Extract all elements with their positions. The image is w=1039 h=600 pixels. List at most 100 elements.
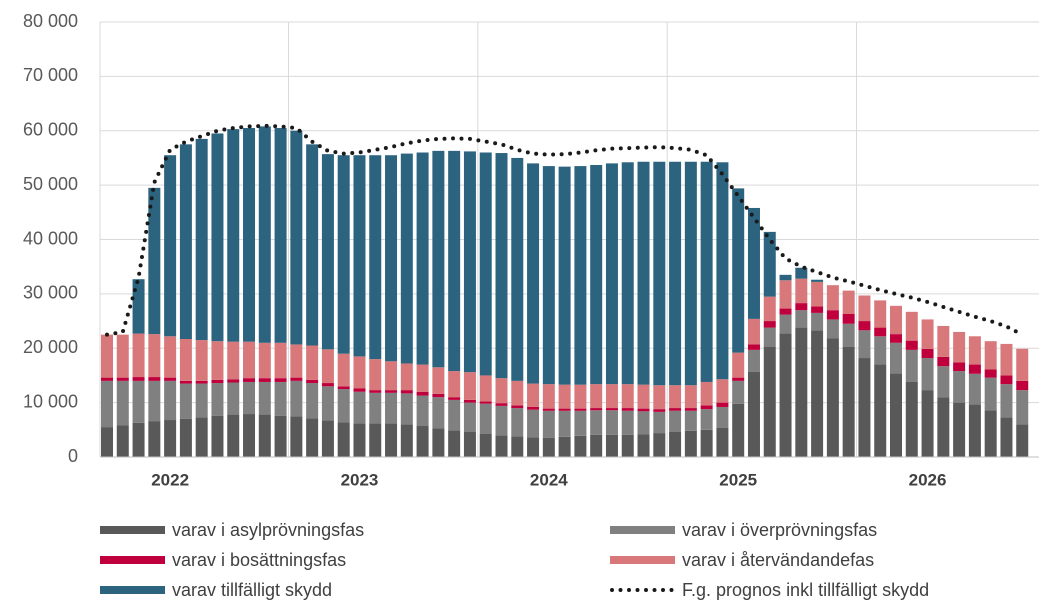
bar-segment <box>132 279 145 334</box>
bar-segment <box>101 334 113 378</box>
bar-segment <box>921 390 934 457</box>
bar-segment <box>842 323 855 347</box>
bar-segment <box>400 363 413 391</box>
bar-segment <box>716 406 729 428</box>
bar-segment <box>637 408 650 412</box>
bar-segment <box>763 346 776 457</box>
bar-segment <box>132 333 145 378</box>
bar-segment <box>574 408 587 411</box>
bar-segment <box>590 408 603 411</box>
bar-segment <box>811 281 824 307</box>
bar-segment <box>874 336 887 365</box>
bar-segment <box>716 379 729 403</box>
bar-segment <box>164 155 177 337</box>
bar-segment <box>148 380 161 422</box>
bar-segment <box>590 384 603 409</box>
bar-segment <box>306 418 319 457</box>
bar-segment <box>321 420 334 457</box>
bar-segment <box>984 410 997 457</box>
bar-segment <box>321 154 334 350</box>
bar-segment <box>195 383 208 418</box>
bar-segment <box>874 327 887 337</box>
bar-segment <box>953 362 966 372</box>
bar-segment <box>747 207 760 319</box>
bar-segment <box>732 188 745 353</box>
bar-segment <box>542 166 555 385</box>
bar-segment <box>937 356 950 367</box>
bar-segment <box>243 378 256 382</box>
bar-segment <box>905 349 918 382</box>
forecast-line <box>105 123 1025 337</box>
bar-segment <box>669 410 682 432</box>
bar-segment <box>243 414 256 457</box>
bar-segment <box>495 378 508 404</box>
bar-segment <box>968 336 981 365</box>
bar-segment <box>905 381 918 457</box>
bar-segment <box>858 330 871 359</box>
bar-segment <box>337 422 350 457</box>
bar-segment <box>227 382 240 415</box>
bar-segment <box>116 380 129 426</box>
y-tick-label: 60 000 <box>23 120 78 140</box>
bar-segment <box>479 403 492 434</box>
bar-segment <box>432 428 445 457</box>
bar-segment <box>400 424 413 457</box>
bar-segment <box>590 410 603 435</box>
bar-segment <box>511 380 524 406</box>
bar-segment <box>463 399 476 403</box>
bar-segment <box>590 434 603 457</box>
bar-segment <box>621 434 634 457</box>
bar-segment <box>495 403 508 406</box>
bar-segment <box>243 341 256 379</box>
bar-segment <box>542 437 555 457</box>
y-tick-label: 70 000 <box>23 65 78 85</box>
bar-segment <box>353 388 366 392</box>
bar-segment <box>195 138 208 341</box>
bar-segment <box>637 411 650 435</box>
bar-segment <box>116 425 129 457</box>
bar-segment <box>164 377 177 381</box>
bar-segment <box>968 373 981 405</box>
bar-segment <box>953 371 966 403</box>
bar-segment <box>747 371 760 457</box>
bar-segment <box>148 421 161 457</box>
bar-segment <box>1000 375 1013 385</box>
legend-label: varav i bosättningsfas <box>172 550 346 570</box>
bar-segment <box>495 435 508 457</box>
bar-segment <box>132 380 145 423</box>
bar-segment <box>101 377 113 381</box>
bar-segment <box>621 410 634 435</box>
bar-segment <box>921 358 934 391</box>
bar-segment <box>148 334 161 378</box>
bar-segment <box>669 431 682 457</box>
bar-segment <box>590 165 603 385</box>
y-tick-label: 0 <box>68 446 78 466</box>
bar-segment <box>448 399 461 431</box>
bar-segment <box>432 150 445 368</box>
bar-segment <box>842 290 855 314</box>
bar-segment <box>716 402 729 407</box>
bar-segment <box>132 422 145 457</box>
bar-segment <box>306 345 319 380</box>
bar-segment <box>369 359 382 391</box>
bar-segment <box>306 379 319 384</box>
y-tick-label: 20 000 <box>23 337 78 357</box>
bar-segment <box>195 380 208 384</box>
bar-segment <box>779 314 792 334</box>
bar-segment <box>527 437 540 457</box>
bar-segment <box>463 431 476 457</box>
bar-segment <box>448 150 461 372</box>
bar-segment <box>874 364 887 457</box>
bar-segment <box>684 410 697 431</box>
bar-segment <box>337 353 350 387</box>
bar-segment <box>558 166 571 385</box>
bar-segment <box>227 414 240 457</box>
x-tick-label: 2022 <box>151 470 189 489</box>
y-tick-label: 50 000 <box>23 174 78 194</box>
bar-segment <box>605 384 618 409</box>
bar-segment <box>700 405 713 410</box>
bar-segment <box>385 390 398 393</box>
bar-segment <box>574 435 587 457</box>
bar-segment <box>826 319 839 339</box>
